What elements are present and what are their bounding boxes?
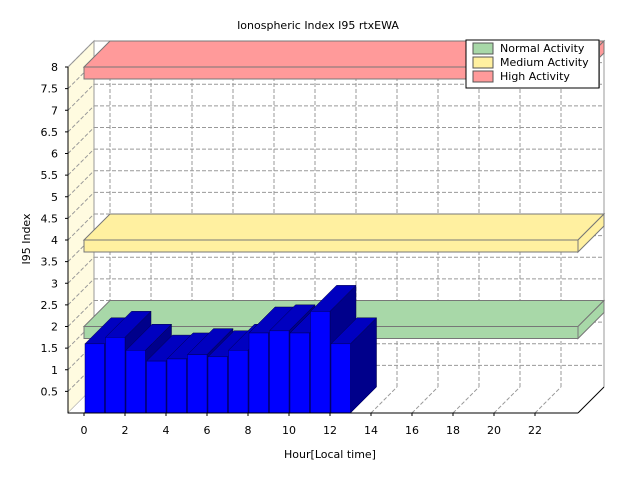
y-tick-label-5: 3 bbox=[51, 277, 58, 290]
y-axis-label: I95 Index bbox=[20, 213, 33, 265]
bar-front-0 bbox=[84, 343, 105, 414]
x-tick-label-7: 14 bbox=[364, 424, 378, 437]
x-tick-label-0: 0 bbox=[81, 424, 88, 437]
legend: Normal Activity Medium Activity High Act… bbox=[465, 39, 600, 89]
x-tick-label-2: 4 bbox=[163, 424, 170, 437]
gridline-wall-4 bbox=[67, 278, 95, 306]
x-tick-label-9: 18 bbox=[446, 424, 460, 437]
x-tick-label-8: 16 bbox=[405, 424, 419, 437]
y-tick-label-12: 6.5 bbox=[41, 126, 59, 139]
band-top-1 bbox=[82, 213, 606, 241]
bar-front-3 bbox=[146, 360, 167, 414]
bar-front-11 bbox=[310, 311, 331, 414]
bar-front-5 bbox=[187, 354, 208, 414]
y-tick-label-8: 4.5 bbox=[41, 212, 59, 225]
legend-swatch-high bbox=[472, 70, 494, 83]
gridline-floor-8 bbox=[411, 386, 439, 414]
floor-right-edge bbox=[577, 386, 605, 414]
bar-front-10 bbox=[289, 332, 310, 414]
gridline-floor-11 bbox=[534, 386, 562, 414]
x-tick-label-3: 6 bbox=[204, 424, 211, 437]
activity-bands bbox=[82, 39, 606, 340]
legend-swatch-medium bbox=[472, 56, 494, 69]
gridline-wall-7 bbox=[67, 213, 95, 241]
y-tick-label-7: 4 bbox=[51, 234, 58, 247]
gridline-wall-10 bbox=[67, 148, 95, 176]
x-tick-label-6: 12 bbox=[323, 424, 337, 437]
bar-front-2 bbox=[125, 350, 146, 414]
bar-front-1 bbox=[105, 337, 126, 414]
gridline-wall-9 bbox=[67, 170, 95, 198]
y-tick-label-13: 7 bbox=[51, 104, 58, 117]
gridline-wall-8 bbox=[67, 192, 95, 219]
gridline-wall-12 bbox=[67, 105, 95, 133]
legend-label-medium: Medium Activity bbox=[500, 56, 589, 69]
legend-label-normal: Normal Activity bbox=[500, 42, 585, 55]
bar-front-4 bbox=[166, 358, 187, 414]
tick-labels: 0.5 1 1.5 2 2.5 3 3.5 4 4.5 5 5.5 6 6.5 7 7.5 8 0 2 4 6 8 10 1… bbox=[41, 61, 543, 437]
band-side-1 bbox=[577, 212, 605, 254]
axes bbox=[65, 66, 605, 416]
y-tick-label-9: 5 bbox=[51, 191, 58, 204]
chart-title: Ionospheric Index I95 rtxEWA bbox=[237, 19, 399, 32]
legend-label-high: High Activity bbox=[500, 70, 570, 83]
y-tick-label-3: 2 bbox=[51, 321, 58, 334]
gridline-wall-13 bbox=[67, 83, 95, 111]
legend-swatch-normal bbox=[472, 42, 494, 55]
gridline-wall-15 bbox=[67, 40, 95, 68]
y-tick-label-10: 5.5 bbox=[41, 169, 59, 182]
y-tick-label-4: 2.5 bbox=[41, 299, 59, 312]
x-tick-label-1: 2 bbox=[122, 424, 129, 437]
x-tick-label-4: 8 bbox=[245, 424, 252, 437]
x-axis-label: Hour[Local time] bbox=[284, 448, 376, 461]
gridline-wall-5 bbox=[67, 256, 95, 284]
x-tick-label-11: 22 bbox=[528, 424, 542, 437]
x-tick-label-5: 10 bbox=[282, 424, 296, 437]
bar-front-6 bbox=[207, 356, 228, 414]
bars bbox=[84, 284, 378, 414]
gridline-floor-9 bbox=[452, 386, 480, 414]
x-tick-label-10: 20 bbox=[487, 424, 501, 437]
gridline-wall-11 bbox=[67, 127, 95, 154]
y-tick-label-2: 1.5 bbox=[41, 342, 59, 355]
y-tick-label-1: 1 bbox=[51, 364, 58, 377]
band-front-1 bbox=[83, 239, 579, 253]
bar-12 bbox=[330, 317, 378, 414]
gridline-floor-10 bbox=[493, 386, 521, 414]
y-tick-label-14: 7.5 bbox=[41, 83, 59, 96]
y-tick-label-11: 6 bbox=[51, 148, 58, 161]
y-tick-label-6: 3.5 bbox=[41, 256, 59, 269]
bar-front-7 bbox=[228, 350, 249, 414]
gridline-wall-3 bbox=[67, 300, 95, 327]
bar-front-8 bbox=[248, 332, 269, 414]
y-tick-label-15: 8 bbox=[51, 61, 58, 74]
gridline-floor-7 bbox=[370, 386, 398, 414]
bar-front-9 bbox=[269, 330, 290, 414]
y-tick-label-0: 0.5 bbox=[41, 385, 59, 398]
bar-front-12 bbox=[330, 343, 351, 414]
band-side-0 bbox=[577, 299, 605, 340]
